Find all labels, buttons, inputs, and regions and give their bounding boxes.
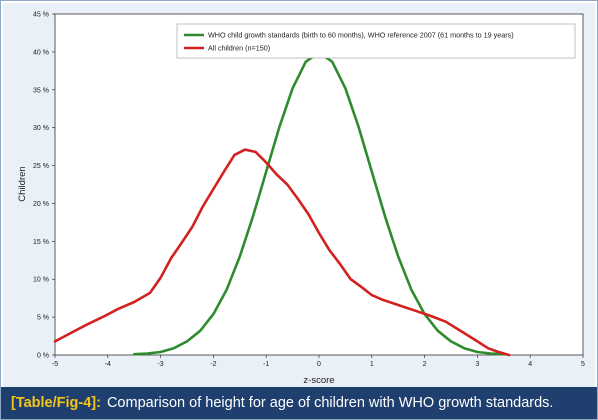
y-axis-title: Children <box>17 166 28 201</box>
x-ticks: -5 -4 -3 -2 -1 0 1 2 3 4 5 <box>52 355 585 368</box>
figure-caption: [Table/Fig-4]: Comparison of height for … <box>1 387 597 419</box>
legend: WHO child growth standards (birth to 60 … <box>176 23 576 59</box>
plot-panel: 0 % 5 % 10 % 15 % 20 % 25 % 30 % 35 % 40 % 45 % -… <box>3 3 595 387</box>
x-tick-label: 3 <box>475 361 479 368</box>
x-tick-label: 4 <box>528 361 532 368</box>
y-tick-label: 5 % <box>37 315 49 322</box>
x-axis-title: z-score <box>303 375 334 386</box>
caption-text: Comparison of height for age of children… <box>106 395 554 411</box>
x-tick-label: -2 <box>210 361 216 368</box>
line-chart: 0 % 5 % 10 % 15 % 20 % 25 % 30 % 35 % 40 % 45 % -… <box>17 12 585 387</box>
x-tick-label: 5 <box>581 361 585 368</box>
y-tick-label: 30 % <box>33 125 49 132</box>
x-tick-label: -1 <box>263 361 269 368</box>
y-tick-label: 0 % <box>37 353 49 360</box>
y-tick-label: 40 % <box>33 49 49 56</box>
legend-label-who: WHO child growth standards (birth to 60 … <box>208 31 514 40</box>
y-tick-label: 35 % <box>33 87 49 94</box>
x-tick-label: 2 <box>423 361 427 368</box>
legend-label-all-children: All children (n=150) <box>208 44 270 53</box>
y-ticks: 0 % 5 % 10 % 15 % 20 % 25 % 30 % 35 % 40 % 45 % <box>33 12 55 360</box>
y-tick-label: 10 % <box>33 277 49 284</box>
y-tick-label: 15 % <box>33 239 49 246</box>
plot-area <box>54 13 584 356</box>
x-tick-label: 0 <box>317 361 321 368</box>
caption-label: [Table/Fig-4]: <box>11 395 101 411</box>
x-tick-label: -4 <box>105 361 111 368</box>
x-tick-label: 1 <box>370 361 374 368</box>
x-tick-label: -3 <box>157 361 163 368</box>
y-tick-label: 20 % <box>33 201 49 208</box>
y-tick-label: 25 % <box>33 163 49 170</box>
legend-box <box>176 23 576 59</box>
x-tick-label: -5 <box>52 361 58 368</box>
y-tick-label: 45 % <box>33 12 49 19</box>
series-line-all-children <box>53 148 511 357</box>
